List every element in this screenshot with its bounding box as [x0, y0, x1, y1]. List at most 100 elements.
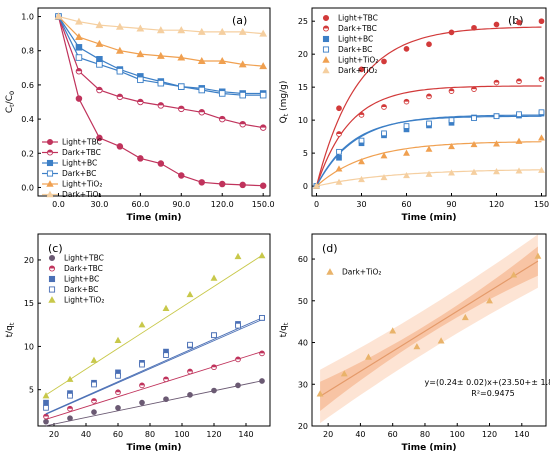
data-point-fill	[117, 94, 123, 97]
series-dark-tbc	[43, 350, 265, 420]
data-point-fill	[211, 364, 217, 368]
data-point	[114, 336, 122, 343]
data-point	[163, 396, 169, 403]
data-point-fill	[163, 376, 169, 380]
x-tick-label: 100	[174, 430, 189, 439]
data-point	[336, 154, 342, 161]
data-point	[437, 337, 445, 344]
data-point	[163, 352, 169, 358]
data-point-fill	[76, 68, 82, 72]
y-tick-label: 20	[298, 50, 308, 59]
data-point	[139, 361, 145, 368]
plot-frame	[311, 7, 547, 197]
data-point	[115, 372, 121, 379]
data-point	[157, 160, 165, 167]
data-point	[358, 137, 365, 144]
x-axis-title: Time (min)	[402, 443, 457, 453]
data-point	[313, 182, 320, 189]
x-tick-label: 20	[323, 430, 333, 439]
y-tick-label: 5	[29, 386, 34, 395]
legend-marker	[322, 14, 330, 22]
data-point	[91, 409, 97, 416]
fit-curve	[315, 115, 542, 187]
data-point	[218, 90, 226, 97]
y-tick-label: 20	[298, 422, 308, 431]
legend-marker	[46, 138, 54, 146]
legend-marker	[48, 275, 56, 283]
data-point-fill	[235, 357, 241, 360]
y-tick-label: 15	[298, 83, 308, 92]
data-point-fill	[139, 382, 145, 386]
data-point	[510, 271, 518, 278]
panel-label: (b)	[508, 14, 524, 27]
data-point	[67, 415, 73, 422]
data-point-fill	[187, 369, 193, 372]
data-point-fill	[516, 78, 522, 82]
data-point-fill	[539, 76, 544, 80]
x-tick-label: 60	[388, 430, 398, 439]
fit-equation: y=(0.24± 0.02)x+(23.50+± 1.89)	[425, 378, 550, 387]
data-point	[470, 140, 478, 148]
data-point	[493, 21, 500, 28]
data-point	[381, 58, 387, 65]
legend-label: Light+TBC	[62, 138, 102, 147]
plot-frame	[37, 7, 271, 197]
y-tick-label: 0.0	[21, 183, 34, 192]
data-point-fill	[260, 124, 266, 128]
data-point	[162, 304, 170, 311]
data-point	[186, 290, 194, 298]
legend-marker	[326, 268, 334, 275]
data-point	[211, 332, 217, 339]
data-point-fill	[404, 99, 409, 102]
x-tick-label: 20	[49, 430, 59, 439]
legend-label: Dark+TiO₂	[62, 190, 101, 199]
data-point	[493, 113, 500, 120]
data-point-fill	[158, 102, 164, 106]
y-tick-label: 50	[298, 297, 308, 306]
data-point	[335, 178, 343, 185]
y-axis-title: Ct/C0	[5, 91, 16, 113]
data-point	[538, 18, 545, 25]
y-tick-label: 1.0	[21, 13, 34, 22]
x-tick-label: 150	[534, 200, 549, 209]
data-point	[426, 120, 432, 127]
x-tick-label: 30.0	[91, 200, 109, 209]
data-point	[136, 50, 145, 58]
data-point-fill	[259, 350, 265, 354]
data-point	[516, 19, 522, 26]
data-point	[234, 252, 242, 260]
x-tick-label: 90	[446, 200, 456, 209]
y-tick-label: 10	[298, 116, 308, 125]
data-point	[358, 175, 365, 183]
legend-label: Dark+TiO₂	[338, 66, 377, 75]
y-tick-label: 15	[24, 299, 34, 308]
data-point-fill	[381, 104, 387, 107]
data-point	[358, 158, 365, 165]
y-tick-label: 20	[24, 256, 34, 265]
data-point	[336, 148, 342, 155]
plot-frame	[311, 233, 547, 427]
data-point	[75, 44, 83, 51]
x-tick-label: 40	[81, 430, 91, 439]
legend-marker	[46, 170, 54, 177]
data-point	[493, 140, 500, 147]
data-point	[218, 27, 227, 35]
data-point	[218, 56, 227, 64]
data-point	[239, 91, 246, 99]
data-point	[470, 168, 478, 175]
data-point	[115, 46, 124, 54]
x-tick-label: 40	[355, 430, 365, 439]
data-point	[448, 29, 455, 36]
y-tick-label: 30	[298, 380, 308, 389]
data-point	[538, 109, 545, 116]
data-point-fill	[67, 406, 73, 409]
data-point	[177, 26, 186, 34]
data-point	[486, 297, 493, 304]
data-point-fill	[115, 389, 121, 393]
y-tick-label: 0.4	[21, 115, 34, 124]
legend-marker-fill	[47, 149, 53, 153]
data-point	[197, 56, 206, 64]
x-tick-label: 0.0	[52, 200, 65, 209]
data-point	[42, 392, 50, 399]
